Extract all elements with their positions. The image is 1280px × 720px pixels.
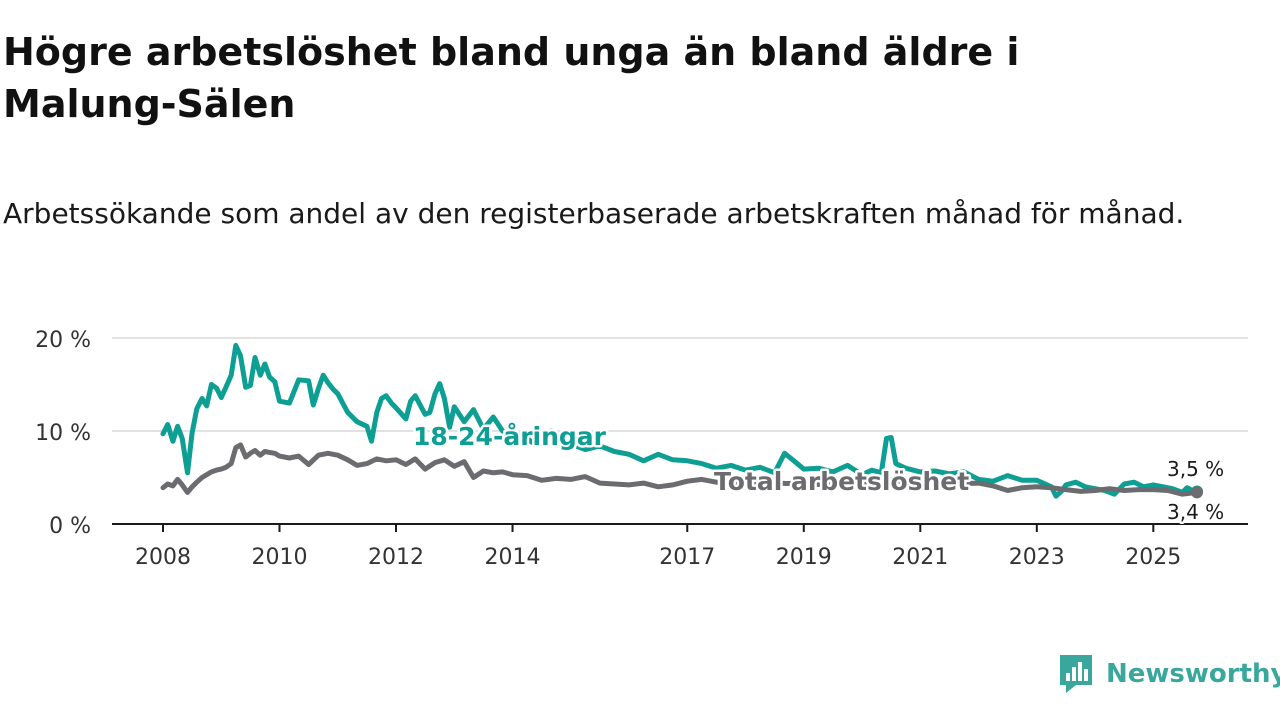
chart-subtitle: Arbetssökande som andel av den registerb…	[3, 197, 1185, 230]
y-tick-label: 20 %	[35, 328, 91, 353]
brand-name: Newsworthy	[1106, 659, 1280, 689]
endpoint-total	[1191, 486, 1203, 499]
x-tick-label: 2017	[659, 545, 715, 570]
x-tick-label: 2008	[135, 545, 191, 570]
end-value-youth: 3,5 %	[1167, 457, 1224, 481]
annotations: 18-24-åringar Total arbetslöshet 3,5 % 3,4 …	[411, 420, 1227, 527]
newsworthy-logo-icon	[1060, 655, 1092, 693]
brand-logo: Newsworthy	[1058, 652, 1280, 696]
series-line-total	[160, 442, 1200, 497]
x-axis: 2008 2010 2012 2014 2017 2019 2021 2023 2025	[112, 523, 1248, 570]
x-tick-label: 2021	[892, 545, 948, 570]
series-label-youth: 18-24-åringar	[413, 422, 607, 451]
series-label-total: Total arbetslöshet	[714, 467, 969, 496]
x-tick-label: 2025	[1125, 545, 1181, 570]
x-tick-label: 2019	[776, 545, 832, 570]
chart-title: Högre arbetslöshet bland unga än bland ä…	[3, 30, 1020, 126]
x-tick-label: 2014	[485, 545, 541, 570]
x-tick-label: 2023	[1009, 545, 1065, 570]
grid-lines: 0 % 10 % 20 %	[35, 328, 1248, 539]
end-value-total: 3,4 %	[1167, 500, 1224, 524]
y-tick-label: 10 %	[35, 421, 91, 446]
x-tick-label: 2012	[368, 545, 424, 570]
y-tick-label: 0 %	[49, 514, 91, 539]
series-line-youth	[160, 342, 1200, 499]
line-chart: 0 % 10 % 20 % 2008 2010 2012 2014 2017 2019 2021…	[35, 328, 1248, 570]
series-lines	[160, 342, 1203, 499]
x-tick-label: 2010	[252, 545, 308, 570]
